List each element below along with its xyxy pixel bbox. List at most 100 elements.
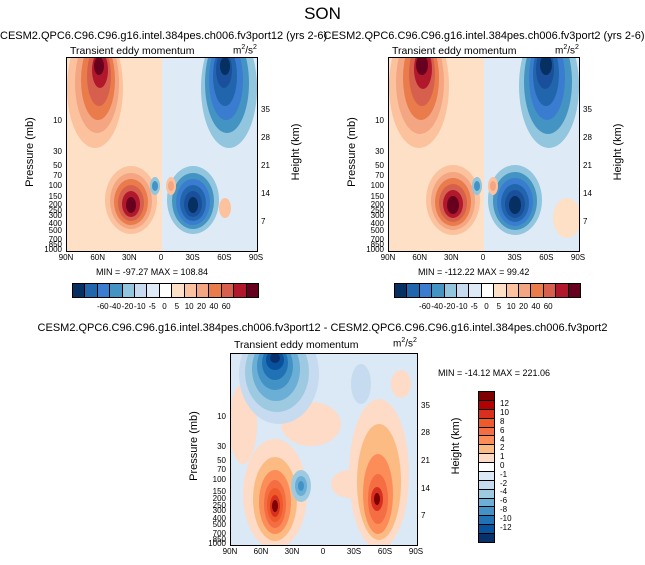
cbar3-swatch: [479, 463, 494, 472]
cbar3-label--10: -10: [500, 513, 512, 523]
cbar3-swatch: [479, 427, 494, 437]
p1-pressure-tick-70: 70: [53, 170, 62, 180]
cbar3-swatch: [479, 409, 494, 419]
p2-pressure-tick-850: 850: [370, 240, 384, 250]
cbar1-swatch: [221, 284, 235, 297]
panel3-negative-field: [239, 354, 371, 502]
p3-height-tick-14: 14: [421, 483, 430, 493]
p3-pressure-tick-10: 10: [217, 411, 226, 421]
p3-pressure-tick-150: 150: [212, 486, 226, 496]
p1-lat-tick-90N: 90N: [58, 253, 74, 262]
p2-pressure-tick-500: 500: [370, 225, 384, 235]
p1-height-tick-14: 14: [261, 189, 270, 199]
cbar1-swatch: [85, 284, 98, 297]
p1-height-tick-7: 7: [261, 217, 266, 227]
p3-lat-tick-30N: 30N: [284, 547, 300, 556]
panel1-subtitle: Transient eddy momentum: [70, 45, 195, 57]
p3-pressure-tick-200: 200: [212, 494, 226, 504]
cbar2-swatch: [395, 284, 408, 297]
p2-pressure-tick-200: 200: [370, 200, 384, 210]
cbar2-label-60: 60: [543, 302, 553, 311]
cbar2-label-40: 40: [531, 302, 541, 311]
p2-pressure-tick-250: 250: [370, 206, 384, 216]
panel2-negative-field: [472, 58, 579, 251]
p3-pressure-tick-850: 850: [212, 534, 226, 544]
p1-lat-tick-60N: 60N: [90, 253, 105, 262]
p3-lat-tick-60N: 60N: [253, 547, 269, 556]
p1-height-tick-21: 21: [261, 161, 270, 171]
cbar2-swatch: [568, 284, 581, 297]
cbar1-swatch: [135, 284, 148, 297]
cbar3-label--8: -8: [500, 505, 508, 515]
p1-pressure-tick-400: 400: [48, 219, 62, 229]
cbar3-swatch: [479, 418, 494, 428]
p1-pressure-tick-700: 700: [48, 235, 62, 245]
p3-pressure-tick-1000: 1000: [208, 539, 226, 548]
cbar2-swatch: [407, 284, 420, 297]
p1-lat-tick-60S: 60S: [217, 253, 232, 262]
p2-lat-tick-60S: 60S: [539, 253, 554, 262]
p2-lat-tick-0: 0: [480, 253, 486, 262]
panel1-contour-map: [67, 58, 257, 251]
panel1-plot-area: [66, 57, 258, 252]
p1-pressure-tick-500: 500: [48, 225, 62, 235]
cbar1-swatch: [73, 284, 86, 297]
p1-pressure-tick-1000: 1000: [44, 245, 62, 254]
p3-lat-tick-0: 0: [320, 547, 326, 556]
p3-lat-tick-60S: 60S: [377, 547, 393, 556]
panel2-positive-field: [389, 58, 484, 251]
cbar2-label-10: 10: [506, 302, 516, 311]
cbar2-label-20: 20: [519, 302, 528, 311]
cbar2-swatch: [457, 284, 470, 297]
panel3-plot-area: [230, 353, 418, 546]
panel2-units: m2/s2: [555, 44, 579, 57]
panel1-title: CESM2.QPC6.C96.C96.g16.intel.384pes.ch00…: [0, 30, 328, 42]
cbar1-swatch: [246, 284, 259, 297]
panel2-colorbar: [394, 283, 581, 298]
panel3-height-label: Height (km): [450, 417, 462, 475]
panel3-colorbar: [478, 391, 495, 543]
cbar3-swatch: [479, 454, 494, 463]
p2-pressure-tick-1000: 1000: [366, 245, 384, 254]
p2-height-tick-7: 7: [583, 217, 588, 227]
cbar1-swatch: [172, 284, 185, 297]
p3-lat-tick-90S: 90S: [408, 547, 424, 556]
p2-pressure-tick-150: 150: [370, 191, 384, 201]
cbar3-label-12: 12: [500, 399, 509, 409]
p3-height-tick-21: 21: [421, 456, 430, 466]
p3-height-tick-28: 28: [421, 428, 430, 438]
panel3-subtitle: Transient eddy momentum: [234, 339, 359, 351]
p3-lat-tick-90N: 90N: [222, 547, 238, 556]
p3-pressure-tick-500: 500: [212, 519, 226, 529]
cbar3-label--12: -12: [500, 522, 512, 532]
cbar3-label-0: 0: [500, 461, 505, 470]
panel2-height-label: Height (km): [612, 123, 624, 181]
p1-height-tick-28: 28: [261, 133, 270, 143]
cbar3-label--1: -1: [500, 469, 508, 479]
cbar3-label--4: -4: [500, 487, 508, 497]
p3-height-tick-7: 7: [421, 511, 426, 521]
cbar2-label--20: -20: [443, 302, 456, 311]
cbar3-swatch: [479, 525, 494, 534]
p1-pressure-tick-150: 150: [48, 191, 62, 201]
p2-pressure-tick-70: 70: [375, 170, 384, 180]
cbar3-label--6: -6: [500, 496, 508, 506]
panel2-subtitle: Transient eddy momentum: [392, 45, 517, 57]
p1-lat-tick-30N: 30N: [121, 253, 137, 262]
cbar2-swatch: [494, 284, 507, 297]
p1-lat-tick-0: 0: [158, 253, 164, 262]
cbar2-swatch: [556, 284, 569, 297]
p1-pressure-tick-30: 30: [53, 147, 62, 157]
p2-pressure-tick-10: 10: [375, 116, 384, 126]
p1-lat-tick-90S: 90S: [248, 253, 264, 262]
cbar1-label--60: -60: [97, 302, 109, 311]
p1-pressure-tick-200: 200: [48, 200, 62, 210]
cbar1-swatch: [147, 284, 160, 297]
cbar1-swatch: [159, 284, 173, 297]
p2-pressure-tick-50: 50: [375, 161, 384, 171]
p3-height-tick-35: 35: [421, 400, 430, 410]
p3-pressure-tick-30: 30: [217, 442, 226, 452]
cbar1-label-20: 20: [197, 302, 206, 311]
p2-height-tick-21: 21: [583, 161, 592, 171]
cbar1-swatch: [97, 284, 111, 297]
